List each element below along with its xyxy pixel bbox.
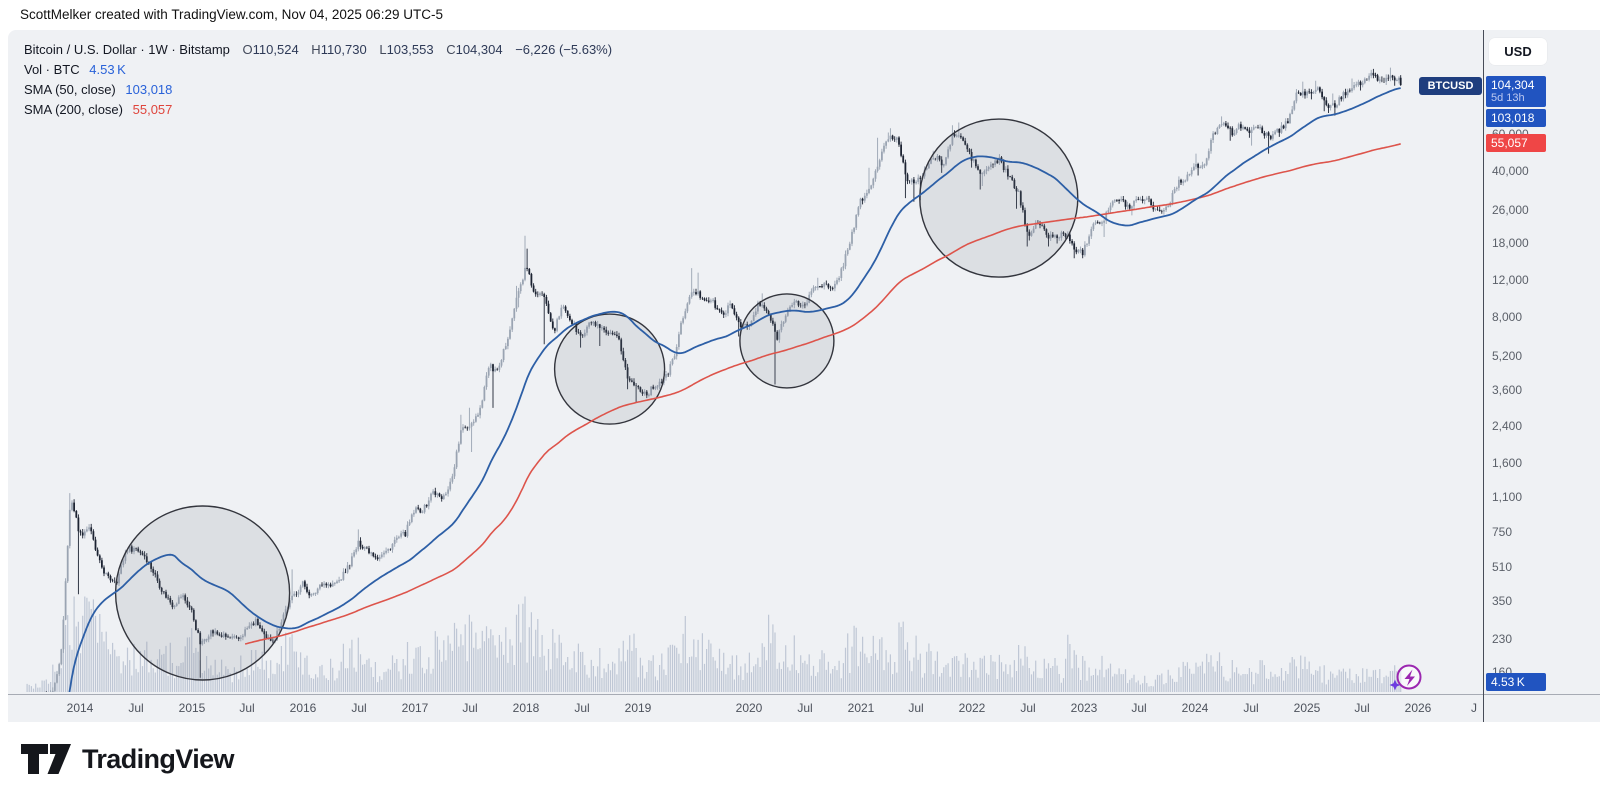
close-value: 104,304 — [455, 42, 503, 57]
time-axis-label: 2019 — [624, 701, 652, 715]
lightning-bolt-icon — [1404, 669, 1415, 686]
legend-sma50-row[interactable]: SMA (50, close) 103,018 — [24, 80, 612, 100]
sma50-price-chip: 103,018 — [1486, 109, 1546, 127]
price-tick: 3,600 — [1492, 383, 1523, 397]
open-value: 110,524 — [252, 42, 299, 57]
price-tick: 510 — [1492, 560, 1513, 574]
price-tick: 12,000 — [1492, 273, 1529, 287]
open-label: O — [242, 42, 253, 57]
legend-symbol-row[interactable]: Bitcoin / U.S. Dollar · 1W · Bitstamp O1… — [24, 40, 612, 60]
volume-label: Vol · BTC — [24, 62, 80, 77]
time-axis-label: Jul — [128, 701, 144, 715]
time-axis-label: 2018 — [512, 701, 540, 715]
close-label: C — [446, 42, 456, 57]
symbol-title[interactable]: Bitcoin / U.S. Dollar · 1W · Bitstamp — [24, 42, 230, 57]
price-tick: 18,000 — [1492, 236, 1529, 250]
time-axis-label: 2022 — [958, 701, 986, 715]
sparkle-star-icon — [1389, 679, 1401, 691]
price-tick: 2,400 — [1492, 419, 1523, 433]
highlight-circle-3[interactable] — [739, 293, 835, 389]
time-axis-label: Jul — [462, 701, 478, 715]
sma200-line[interactable] — [244, 143, 1401, 645]
sma50-label: SMA (50, close) — [24, 82, 116, 97]
high-value: 110,730 — [320, 42, 367, 57]
time-axis-label: Jul — [351, 701, 367, 715]
highlight-circle-1[interactable] — [114, 505, 291, 681]
high-label: H — [311, 42, 321, 57]
low-label: L — [379, 42, 387, 57]
footer-bar: TradingView — [0, 722, 1600, 811]
price-tick: 26,000 — [1492, 203, 1529, 217]
change-value: −6,226 (−5.63%) — [515, 42, 613, 57]
volume-value: 4.53 K — [89, 62, 126, 77]
currency-toggle-button[interactable]: USD — [1489, 38, 1547, 65]
tradingview-logo[interactable]: TradingView — [20, 742, 235, 776]
last-price-chip: 104,304 5d 13h — [1486, 76, 1546, 107]
attribution-text: ScottMelker created with TradingView.com… — [20, 7, 443, 22]
price-tick: 230 — [1492, 632, 1513, 646]
time-axis-label: Jul — [908, 701, 924, 715]
price-tick: 1,600 — [1492, 456, 1523, 470]
time-axis-label: 2026 — [1404, 701, 1432, 715]
tradingview-logo-text: TradingView — [82, 743, 235, 774]
symbol-marker-btcusd[interactable]: BTCUSD — [1419, 77, 1482, 95]
legend-sma200-row[interactable]: SMA (200, close) 55,057 — [24, 100, 612, 120]
last-price-value: 104,304 — [1491, 78, 1535, 92]
price-tick: 1,100 — [1492, 490, 1523, 504]
time-axis-label: Jul — [239, 701, 255, 715]
time-axis-label: 2025 — [1293, 701, 1321, 715]
sma200-value: 55,057 — [132, 102, 173, 117]
time-axis-label: J — [1471, 701, 1477, 715]
chart-panel[interactable] — [8, 30, 1600, 722]
time-axis-label: Jul — [574, 701, 590, 715]
time-axis-label: 2017 — [401, 701, 429, 715]
highlight-circle-4[interactable] — [919, 118, 1079, 278]
time-axis-label: 2023 — [1070, 701, 1098, 715]
price-tick: 40,000 — [1492, 164, 1529, 178]
time-axis-label: 2015 — [178, 701, 206, 715]
highlight-circle-2[interactable] — [553, 313, 666, 425]
candle-bodies-down — [73, 72, 1402, 645]
lightning-ai-icon[interactable] — [1388, 660, 1424, 696]
price-tick: 750 — [1492, 525, 1513, 539]
chart-legend: Bitcoin / U.S. Dollar · 1W · Bitstamp O1… — [24, 40, 612, 120]
bar-countdown: 5d 13h — [1491, 92, 1525, 104]
time-axis-label: Jul — [1020, 701, 1036, 715]
price-tick: 8,000 — [1492, 310, 1523, 324]
sma50-value: 103,018 — [125, 82, 173, 97]
sma200-price-chip: 55,057 — [1486, 134, 1546, 152]
tradingview-logo-mark-icon — [21, 744, 71, 774]
volume-bars — [26, 596, 1402, 692]
time-axis-label: 2016 — [289, 701, 317, 715]
sma200-label: SMA (200, close) — [24, 102, 123, 117]
time-axis-label: Jul — [1243, 701, 1259, 715]
legend-volume-row[interactable]: Vol · BTC 4.53 K — [24, 60, 612, 80]
time-axis-label: 2020 — [735, 701, 763, 715]
time-axis-label: 2014 — [66, 701, 94, 715]
time-axis-label: Jul — [1131, 701, 1147, 715]
low-value: 103,553 — [386, 42, 434, 57]
time-axis-label: 2021 — [847, 701, 875, 715]
sma50-line[interactable] — [27, 87, 1401, 781]
price-tick: 350 — [1492, 594, 1513, 608]
price-tick: 5,200 — [1492, 349, 1523, 363]
time-axis-label: Jul — [1354, 701, 1370, 715]
candle-bodies-up — [51, 72, 1400, 692]
volume-chip: 4.53 K — [1486, 673, 1546, 691]
time-axis-label: 2024 — [1181, 701, 1209, 715]
time-axis-label: Jul — [797, 701, 813, 715]
